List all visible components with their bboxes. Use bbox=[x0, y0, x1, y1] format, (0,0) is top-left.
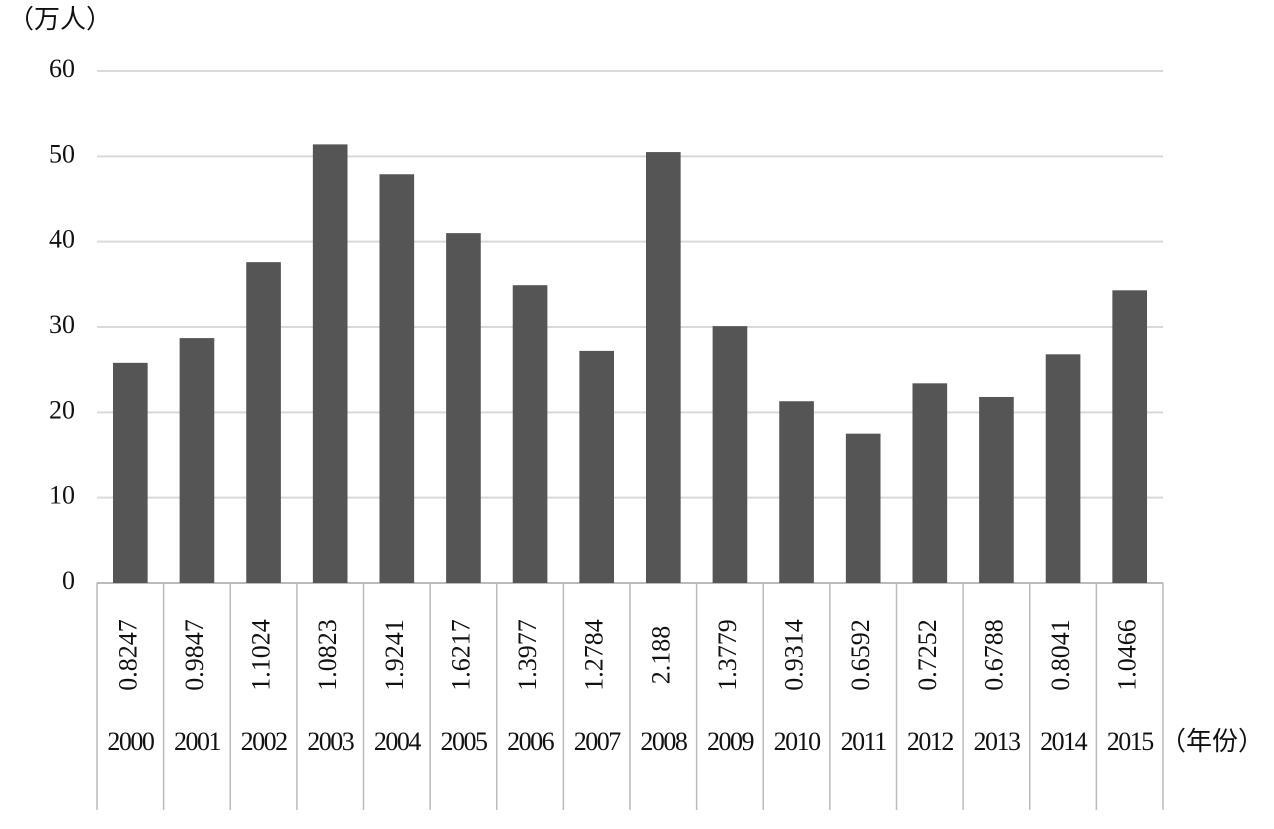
table-value: 1.1024 bbox=[247, 619, 276, 691]
table-value: 0.8041 bbox=[1046, 619, 1075, 691]
x-tick-label: 2011 bbox=[841, 727, 887, 756]
table-value: 1.9241 bbox=[380, 619, 409, 691]
y-tick-label: 40 bbox=[49, 225, 75, 254]
bar bbox=[579, 350, 615, 583]
x-tick-label: 2013 bbox=[973, 727, 1020, 756]
table-value: 1.3977 bbox=[513, 619, 542, 691]
bar bbox=[779, 401, 814, 583]
table-value: 0.7252 bbox=[913, 619, 942, 691]
table-value: 1.2784 bbox=[580, 619, 609, 691]
x-tick-label: 2000 bbox=[107, 727, 155, 756]
bar bbox=[912, 383, 948, 583]
bar bbox=[1112, 290, 1148, 583]
table-value: 0.6788 bbox=[979, 619, 1008, 691]
y-tick-label: 50 bbox=[49, 139, 75, 168]
bar bbox=[112, 362, 148, 583]
table-value: 0.9847 bbox=[180, 619, 209, 691]
bar bbox=[446, 233, 481, 583]
y-unit: （万人） bbox=[8, 5, 112, 34]
table-value: 1.0823 bbox=[313, 619, 342, 691]
bar bbox=[712, 326, 748, 583]
table-value: 0.8247 bbox=[113, 619, 142, 691]
bar bbox=[845, 433, 881, 583]
table-value: 2.188 bbox=[646, 626, 675, 685]
y-tick-label: 30 bbox=[49, 310, 75, 339]
x-tick-label: 2005 bbox=[440, 727, 487, 756]
bar bbox=[179, 338, 215, 583]
table-value: 0.6592 bbox=[846, 619, 875, 691]
y-tick-label: 10 bbox=[49, 481, 75, 510]
bar bbox=[1045, 354, 1081, 583]
x-tick-label: 2003 bbox=[307, 727, 354, 756]
x-tick-label: 2008 bbox=[640, 727, 688, 756]
x-tick-label: 2014 bbox=[1040, 727, 1088, 756]
x-tick-label: 2009 bbox=[707, 727, 754, 756]
x-tick-label: 2001 bbox=[174, 727, 221, 756]
table-value: 1.6217 bbox=[446, 619, 475, 691]
x-unit: （年份） bbox=[1160, 727, 1264, 756]
y-tick-label: 20 bbox=[49, 395, 75, 424]
bar bbox=[512, 285, 548, 583]
x-tick-label: 2015 bbox=[1107, 727, 1154, 756]
bar bbox=[379, 174, 415, 583]
table-value: 1.3779 bbox=[713, 619, 742, 691]
x-tick-label: 2004 bbox=[374, 727, 422, 756]
bar bbox=[246, 262, 281, 583]
bar bbox=[979, 396, 1014, 583]
x-tick-label: 2010 bbox=[774, 727, 822, 756]
table-value: 0.9314 bbox=[780, 619, 809, 691]
x-tick-label: 2002 bbox=[241, 727, 288, 756]
y-tick-label: 60 bbox=[49, 54, 75, 83]
bar bbox=[312, 144, 348, 584]
bar bbox=[645, 152, 681, 584]
x-tick-label: 2012 bbox=[907, 727, 954, 756]
y-tick-label: 0 bbox=[62, 566, 75, 595]
x-tick-label: 2006 bbox=[507, 727, 555, 756]
x-tick-label: 2007 bbox=[574, 727, 622, 756]
table-value: 1.0466 bbox=[1113, 619, 1142, 691]
